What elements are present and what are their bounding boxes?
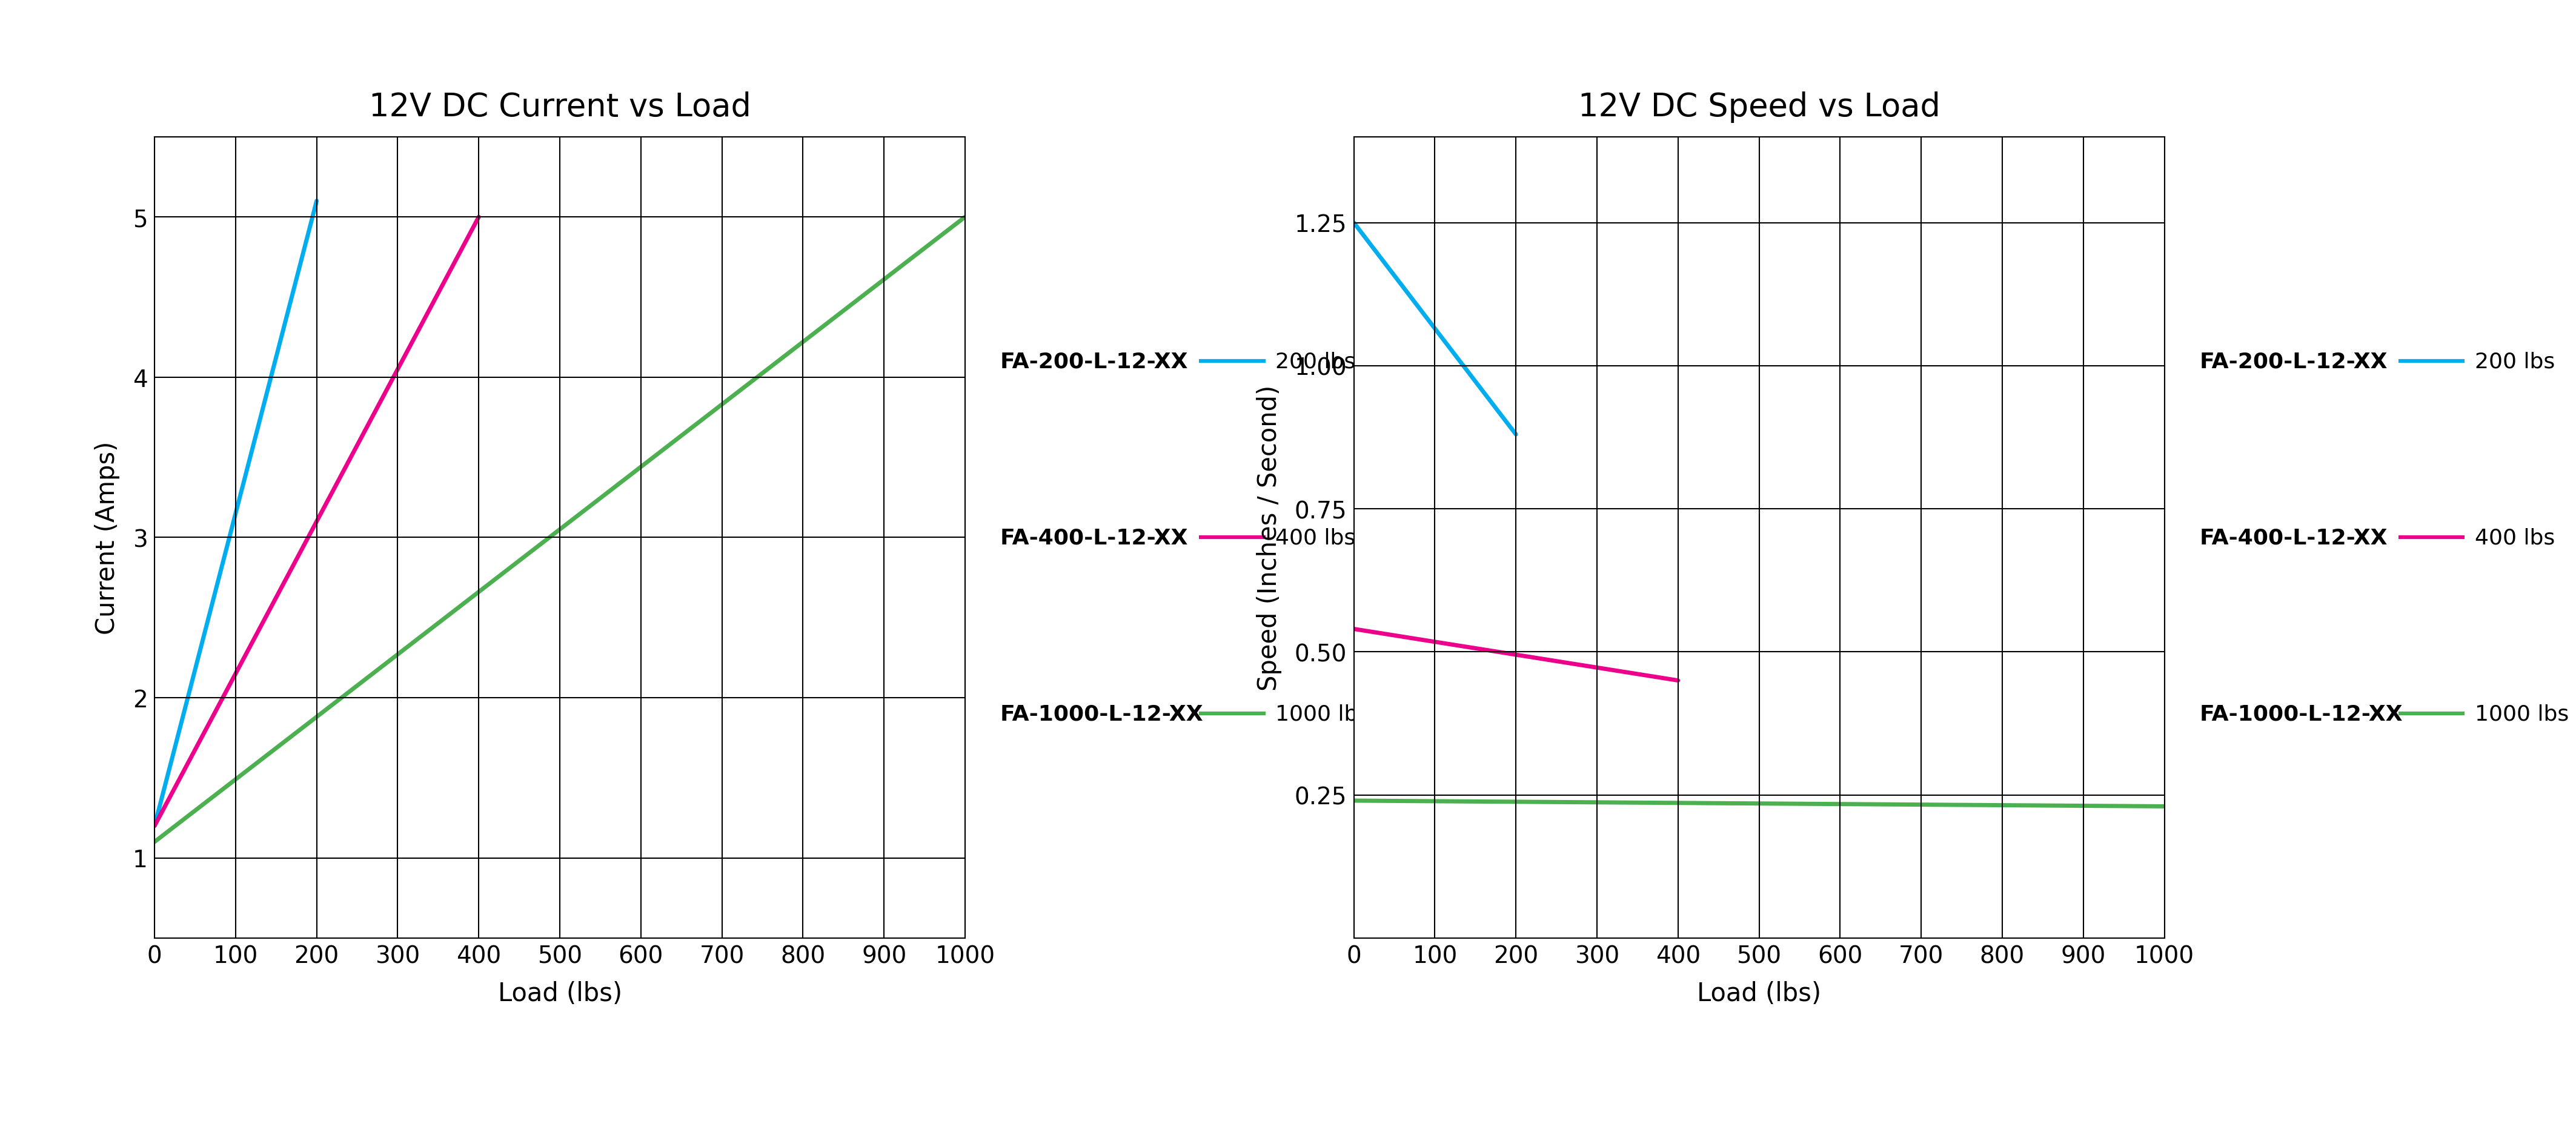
Text: FA-400-L-12-XX: FA-400-L-12-XX (999, 527, 1188, 548)
Y-axis label: Speed (Inches / Second): Speed (Inches / Second) (1257, 384, 1283, 691)
Y-axis label: Current (Amps): Current (Amps) (95, 442, 121, 634)
Text: 200 lbs: 200 lbs (1275, 351, 1355, 372)
Text: 1000 lbs: 1000 lbs (2476, 704, 2568, 724)
Text: FA-200-L-12-XX: FA-200-L-12-XX (999, 351, 1188, 372)
Text: FA-400-L-12-XX: FA-400-L-12-XX (2200, 527, 2388, 548)
Text: 1000 lbs: 1000 lbs (1275, 704, 1370, 724)
Text: FA-1000-L-12-XX: FA-1000-L-12-XX (999, 704, 1203, 724)
Title: 12V DC Speed vs Load: 12V DC Speed vs Load (1579, 92, 1940, 122)
Text: FA-200-L-12-XX: FA-200-L-12-XX (2200, 351, 2388, 372)
Text: FA-1000-L-12-XX: FA-1000-L-12-XX (2200, 704, 2403, 724)
X-axis label: Load (lbs): Load (lbs) (497, 980, 621, 1006)
X-axis label: Load (lbs): Load (lbs) (1698, 980, 1821, 1006)
Title: 12V DC Current vs Load: 12V DC Current vs Load (368, 92, 752, 122)
Text: 200 lbs: 200 lbs (2476, 351, 2555, 372)
Text: 400 lbs: 400 lbs (2476, 527, 2555, 548)
Text: 400 lbs: 400 lbs (1275, 527, 1355, 548)
